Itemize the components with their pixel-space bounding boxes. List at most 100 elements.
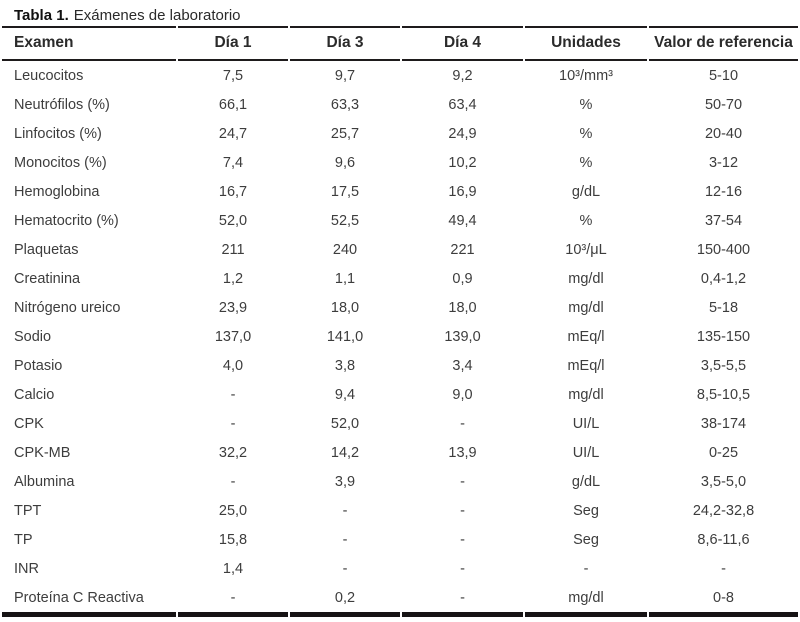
value-cell-dia1: 24,7 <box>218 125 248 142</box>
value-cell-dia4: - <box>460 531 465 548</box>
table-row: CPK-MB 32,2 14,2 13,9 UI/L 0-25 <box>2 438 798 467</box>
exam-name-cell: TP <box>14 531 33 548</box>
table-row: Nitrógeno ureico 23,9 18,0 18,0 mg/dl 5-18 <box>2 293 798 322</box>
exam-name-cell: Calcio <box>14 386 55 403</box>
value-cell-dia1: - <box>230 415 236 432</box>
exam-name-cell: Leucocitos <box>14 67 84 84</box>
value-cell-dia3: 17,5 <box>330 183 360 200</box>
table-header: Examen Día 1 Día 3 Día 4 Unidades Valor … <box>2 26 798 61</box>
value-cell-dia4: - <box>402 583 523 617</box>
value-cell-dia3: 52,0 <box>330 415 360 432</box>
value-cell-dia3: 18,0 <box>330 299 360 316</box>
value-cell-dia1: 16,7 <box>218 183 248 200</box>
value-cell-unidades: 10³/mm³ <box>559 67 613 84</box>
exam-name-cell: Neutrófilos (%) <box>14 96 110 113</box>
value-cell-unidades: Seg <box>573 531 599 548</box>
value-cell-referencia: 24,2-32,8 <box>692 502 755 519</box>
value-cell-referencia: 37-54 <box>704 212 743 229</box>
value-cell-dia4: 24,9 <box>448 125 477 142</box>
value-cell-unidades: Seg <box>573 502 599 519</box>
table-row: Potasio 4,0 3,8 3,4 mEq/l 3,5-5,5 <box>2 351 798 380</box>
value-cell-dia4: 221 <box>450 241 475 258</box>
table-title-text: Exámenes de laboratorio <box>73 7 241 24</box>
value-cell-dia3: 3,8 <box>334 357 356 374</box>
table-body: Leucocitos 7,5 9,7 9,2 10³/mm³ 5-10 Neutrófilo… <box>2 61 798 617</box>
value-cell-dia1: 66,1 <box>218 96 248 113</box>
value-cell-dia4: 3,4 <box>452 357 473 374</box>
value-cell-dia4: 16,9 <box>448 183 477 200</box>
value-cell-dia1: - <box>230 473 236 490</box>
exam-name-cell: CPK <box>14 415 44 432</box>
value-cell-dia3: - <box>342 560 348 577</box>
value-cell-dia3: 9,7 <box>334 67 356 84</box>
exam-name-cell: Monocitos (%) <box>14 154 107 171</box>
table-row: INR 1,4 - - - - <box>2 554 798 583</box>
table-row: Neutrófilos (%) 66,1 63,3 63,4% 50-70 <box>2 90 798 119</box>
value-cell-dia1: 211 <box>221 241 245 258</box>
value-cell-dia4: 139,0 <box>444 328 481 345</box>
value-cell-referencia: 3-12 <box>708 154 739 171</box>
value-cell-unidades: % <box>579 125 593 142</box>
exam-name-cell: Linfocitos (%) <box>14 125 102 142</box>
value-cell-dia3: 0,2 <box>290 583 400 617</box>
table-row: Sodio 137,0 141,0 139,0 mEq/l 135-150 <box>2 322 798 351</box>
value-cell-referencia: 3,5-5,0 <box>700 473 747 490</box>
value-cell-dia3: 14,2 <box>330 444 360 461</box>
exam-name-cell: Plaquetas <box>14 241 79 258</box>
value-cell-unidades: 10³/μL <box>565 241 607 258</box>
value-cell-dia4: 9,0 <box>452 386 473 403</box>
value-cell-referencia: 135-150 <box>696 328 751 345</box>
value-cell-dia3: 9,4 <box>334 386 356 403</box>
value-cell-dia3: - <box>342 531 348 548</box>
column-header-dia3: Día 3 <box>290 26 400 61</box>
value-cell-dia4: - <box>460 560 465 577</box>
value-cell-dia4: 10,2 <box>448 154 477 171</box>
table-row: Calcio - 9,4 9,0 mg/dl 8,5-10,5 <box>2 380 798 409</box>
value-cell-referencia: 0-25 <box>708 444 739 461</box>
column-header-unidades: Unidades <box>525 26 647 61</box>
value-cell-referencia: 0,4-1,2 <box>700 270 747 287</box>
table-row: Albumina - 3,9 - g/dL 3,5-5,0 <box>2 467 798 496</box>
value-cell-dia3: 25,7 <box>330 125 360 142</box>
value-cell-dia1: - <box>230 386 236 403</box>
exam-name-cell: Albumina <box>14 473 75 490</box>
value-cell-dia1: 23,9 <box>218 299 248 316</box>
value-cell-dia1: 32,2 <box>218 444 248 461</box>
value-cell-dia4: - <box>460 473 465 490</box>
value-cell-dia3: 1,1 <box>334 270 356 287</box>
value-cell-unidades: mg/dl <box>568 270 604 287</box>
exam-name-cell: Nitrógeno ureico <box>14 299 121 316</box>
table-row: TP 15,8 - - Seg 8,6-11,6 <box>2 525 798 554</box>
value-cell-dia3: 52,5 <box>330 212 360 229</box>
value-cell-dia4: 18,0 <box>448 299 477 316</box>
value-cell-unidades: UI/L <box>572 444 600 461</box>
value-cell-dia1: - <box>178 583 288 617</box>
value-cell-referencia: 38-174 <box>700 415 747 432</box>
value-cell-unidades: g/dL <box>571 473 601 490</box>
exam-name-cell: Creatinina <box>14 270 81 287</box>
value-cell-dia1: 1,4 <box>222 560 244 577</box>
value-cell-dia1: 52,0 <box>218 212 248 229</box>
value-cell-dia1: 4,0 <box>222 357 244 374</box>
exam-name-cell: Proteína C Reactiva <box>2 583 176 617</box>
table-header-row: Examen Día 1 Día 3 Día 4 Unidades Valor … <box>2 26 798 61</box>
value-cell-dia1: 15,8 <box>218 531 248 548</box>
column-header-dia1: Día 1 <box>178 26 288 61</box>
value-cell-referencia: 3,5-5,5 <box>700 357 747 374</box>
value-cell-referencia: 0-8 <box>649 583 798 617</box>
value-cell-unidades: % <box>579 154 593 171</box>
value-cell-referencia: 12-16 <box>704 183 743 200</box>
exam-name-cell: INR <box>14 560 39 577</box>
value-cell-dia3: 3,9 <box>334 473 356 490</box>
table-row: CPK - 52,0 - UI/L 38-174 <box>2 409 798 438</box>
column-header-dia4: Día 4 <box>402 26 523 61</box>
value-cell-dia1: 137,0 <box>214 328 252 345</box>
exam-name-cell: Sodio <box>14 328 52 345</box>
value-cell-referencia: 5-18 <box>708 299 739 316</box>
value-cell-unidades: % <box>579 212 593 229</box>
table-row: Proteína C Reactiva -0,2- mg/dl 0-8 <box>2 583 798 617</box>
value-cell-unidades: g/dL <box>571 183 601 200</box>
column-header-valor-referencia: Valor de referencia <box>649 26 798 61</box>
value-cell-dia1: 7,5 <box>222 67 244 84</box>
